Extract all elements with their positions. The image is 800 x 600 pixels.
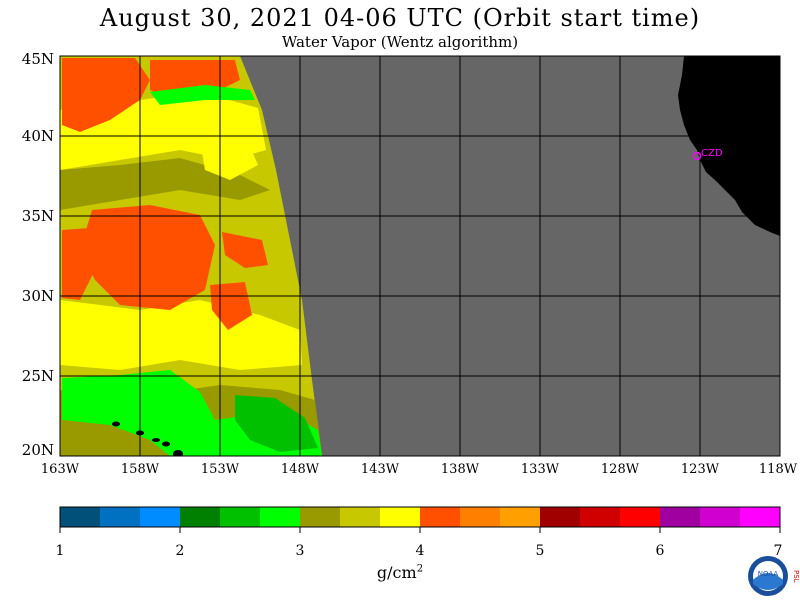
colorbar-label-7: 7 <box>773 543 783 559</box>
colorbar-units: g/cm2 <box>0 563 800 582</box>
map-frame <box>59 55 781 457</box>
hawaiian-islands <box>112 421 183 456</box>
colorbar-label-2: 2 <box>175 543 185 559</box>
colorbar-segment <box>740 507 781 527</box>
units-text: g/cm <box>376 563 417 582</box>
lon-label-158w: 158W <box>120 462 160 477</box>
dry-region-hawaii-dark <box>235 395 318 452</box>
colorbar-segment <box>620 507 661 527</box>
colorbar-segment <box>460 507 501 527</box>
station-marker-icon <box>692 151 702 161</box>
lat-label-40n: 40N <box>21 127 54 145</box>
colorbar-label-5: 5 <box>535 543 545 559</box>
dry-region-north-strip <box>150 85 255 105</box>
colorbar-segment <box>60 507 101 527</box>
colorbar-segment <box>180 507 221 527</box>
moist-region-north-yellow <box>200 135 258 180</box>
colorbar-segment <box>660 507 701 527</box>
colorbar-ticks <box>59 527 781 533</box>
island-hawaii <box>173 450 183 456</box>
colorbar-segment <box>220 507 261 527</box>
colorbar-label-6: 6 <box>655 543 665 559</box>
island-molokai <box>152 438 160 442</box>
lat-label-45n: 45N <box>21 50 54 68</box>
colorbar-segment <box>420 507 461 527</box>
noaa-wave-icon <box>753 573 783 590</box>
lon-label-133w: 133W <box>520 462 560 477</box>
moist-region-west <box>62 228 95 300</box>
units-exponent: 2 <box>416 563 424 575</box>
lat-label-25n: 25N <box>21 367 54 385</box>
colorbar-label-4: 4 <box>415 543 425 559</box>
colorbar-segment <box>100 507 141 527</box>
lon-label-148w: 148W <box>280 462 320 477</box>
colorbar-segment <box>380 507 421 527</box>
lon-label-128w: 128W <box>600 462 640 477</box>
lon-label-163w: 163W <box>40 462 80 477</box>
lon-label-153w: 153W <box>200 462 240 477</box>
colorbar-segment <box>260 507 301 527</box>
psl-logo-text: PSL <box>792 570 800 583</box>
map-area: CZD <box>60 56 780 456</box>
lon-label-118w: 118W <box>758 462 798 477</box>
north-america-landmass <box>678 56 780 236</box>
island-maui <box>162 441 170 447</box>
lon-label-138w: 138W <box>440 462 480 477</box>
island-kauai <box>112 421 120 427</box>
colorbar-segment <box>340 507 381 527</box>
station-label: CZD <box>701 148 723 159</box>
lat-label-30n: 30N <box>21 287 54 305</box>
lat-label-35n: 35N <box>21 207 54 225</box>
map-subtitle: Water Vapor (Wentz algorithm) <box>281 33 519 51</box>
noaa-logo-text: NOAA <box>758 570 779 578</box>
colorbar-segment <box>540 507 581 527</box>
colorbar-segment <box>700 507 741 527</box>
lat-label-20n: 20N <box>21 441 54 459</box>
lon-label-123w: 123W <box>680 462 720 477</box>
lon-label-143w: 143W <box>360 462 400 477</box>
noaa-logo: NOAA <box>748 556 788 596</box>
colorbar-segment <box>300 507 341 527</box>
colorbar-segment <box>140 507 181 527</box>
colorbar-label-1: 1 <box>55 543 65 559</box>
moist-region-nw <box>62 58 150 132</box>
moist-region-east <box>222 232 268 268</box>
colorbar <box>60 507 781 527</box>
colorbar-segment <box>580 507 621 527</box>
page-title: August 30, 2021 04-06 UTC (Orbit start t… <box>99 4 701 32</box>
lat-lon-grid <box>60 56 780 456</box>
moist-region-central <box>80 205 215 310</box>
colorbar-segment <box>500 507 541 527</box>
colorbar-label-3: 3 <box>295 543 305 559</box>
